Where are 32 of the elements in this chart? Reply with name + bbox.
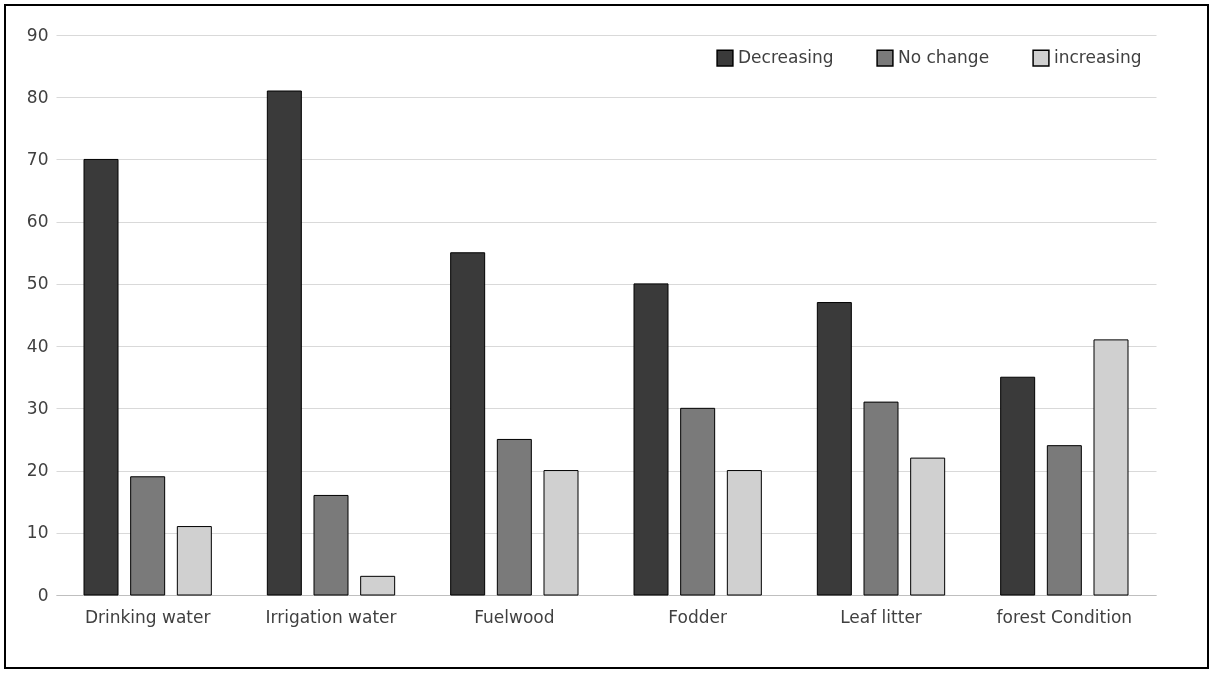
y-tick-label: 30	[26, 397, 49, 418]
y-tick-label: 90	[26, 24, 49, 45]
x-tick-label: Leaf litter	[840, 606, 922, 627]
y-tick-label: 70	[26, 148, 49, 169]
bar	[863, 401, 899, 596]
y-tick-label: 50	[26, 273, 49, 294]
bar	[130, 476, 166, 596]
bar	[313, 494, 349, 596]
y-tick-label: 40	[26, 335, 49, 356]
bar	[680, 407, 716, 596]
bar	[360, 575, 396, 596]
bar	[816, 302, 852, 596]
y-tick-label: 20	[26, 460, 49, 481]
bar	[83, 158, 119, 596]
legend-label: increasing	[1054, 47, 1142, 68]
legend-label: Decreasing	[738, 47, 834, 68]
y-tick-label: 10	[26, 522, 49, 543]
x-tick-label: Fuelwood	[474, 606, 555, 627]
y-tick-label: 60	[26, 211, 49, 232]
y-tick-label: 80	[26, 86, 49, 107]
bar	[496, 438, 532, 596]
legend-label: No change	[898, 47, 990, 68]
bar	[633, 283, 669, 596]
x-tick-label: Irrigation water	[265, 606, 397, 627]
x-tick-label: forest Condition	[996, 606, 1133, 627]
x-tick-label: Fodder	[668, 606, 727, 627]
y-tick-label: 0	[37, 584, 49, 605]
x-tick-label: Drinking water	[84, 606, 211, 627]
bar	[450, 252, 486, 596]
bar	[266, 90, 302, 596]
bar	[1000, 376, 1036, 596]
bar	[1046, 445, 1082, 596]
